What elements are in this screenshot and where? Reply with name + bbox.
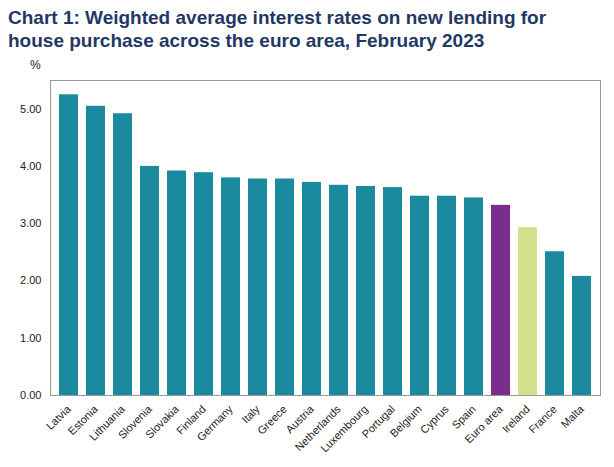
svg-text:1.00: 1.00: [20, 332, 41, 344]
svg-text:Spain: Spain: [449, 402, 478, 432]
svg-text:Luxembourg: Luxembourg: [318, 402, 370, 455]
svg-text:Slovakia: Slovakia: [143, 402, 182, 441]
svg-text:Malta: Malta: [558, 402, 586, 430]
svg-text:3.00: 3.00: [20, 217, 41, 229]
svg-text:Portugal: Portugal: [359, 402, 397, 441]
svg-text:0.00: 0.00: [20, 389, 41, 401]
svg-text:2.00: 2.00: [20, 274, 41, 286]
svg-text:Greece: Greece: [255, 403, 289, 437]
svg-text:Latvia: Latvia: [43, 402, 73, 432]
svg-text:Slovenia: Slovenia: [115, 402, 154, 442]
svg-text:Italy: Italy: [239, 402, 262, 425]
svg-text:Cyprus: Cyprus: [418, 402, 451, 435]
svg-text:5.00: 5.00: [20, 103, 41, 115]
svg-text:Lithuania: Lithuania: [86, 402, 127, 443]
html-text:Chart 1: Weighted average inte: Chart 1: Weighted average interest rates…: [8, 7, 547, 51]
svg-text:4.00: 4.00: [20, 160, 41, 172]
svg-text:Euro area: Euro area: [462, 402, 505, 445]
svg-text:Netherlands: Netherlands: [292, 402, 343, 454]
svg-text:Finland: Finland: [173, 402, 208, 437]
svg-text:Estonia: Estonia: [65, 402, 100, 438]
svg-text:Germany: Germany: [194, 402, 235, 443]
svg-text:Belgium: Belgium: [387, 403, 424, 440]
svg-text:France: France: [526, 403, 559, 436]
svg-text:Austria: Austria: [283, 402, 316, 436]
svg-text:Ireland: Ireland: [500, 403, 532, 435]
